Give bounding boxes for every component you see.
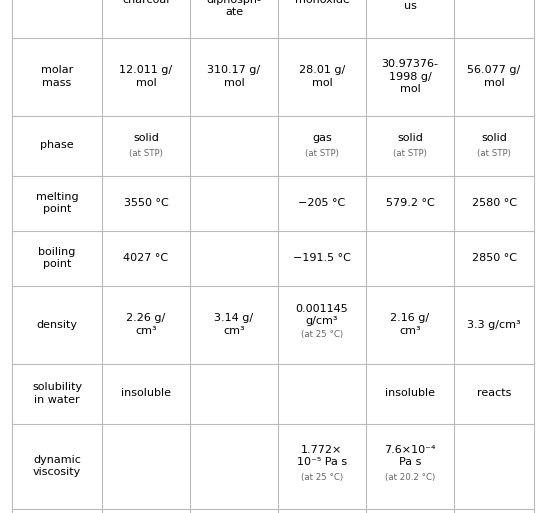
Text: dynamic
viscosity: dynamic viscosity bbox=[33, 455, 81, 477]
Text: 579.2 °C: 579.2 °C bbox=[385, 198, 435, 208]
Text: 30.97376-
1998 g/
mol: 30.97376- 1998 g/ mol bbox=[382, 59, 438, 94]
Text: 3.14 g/
cm³: 3.14 g/ cm³ bbox=[215, 313, 253, 336]
Text: boiling
point: boiling point bbox=[38, 247, 76, 269]
Text: reacts: reacts bbox=[477, 388, 511, 399]
Text: 7.6×10⁻⁴
Pa s: 7.6×10⁻⁴ Pa s bbox=[384, 445, 436, 467]
Text: 28.01 g/
mol: 28.01 g/ mol bbox=[299, 65, 345, 88]
Text: solid: solid bbox=[481, 133, 507, 143]
Text: carbon
monoxide: carbon monoxide bbox=[294, 0, 349, 5]
Text: 310.17 g/
mol: 310.17 g/ mol bbox=[207, 65, 260, 88]
Text: tricalcium

diphosph-
ate: tricalcium diphosph- ate bbox=[206, 0, 262, 17]
Text: (at 25 °C): (at 25 °C) bbox=[301, 330, 343, 339]
Text: melting
point: melting point bbox=[35, 192, 78, 214]
Text: 2850 °C: 2850 °C bbox=[472, 253, 517, 263]
Text: 0.001145
g/cm³: 0.001145 g/cm³ bbox=[295, 304, 348, 326]
Text: solid: solid bbox=[397, 133, 423, 143]
Text: 3550 °C: 3550 °C bbox=[123, 198, 168, 208]
Text: (at STP): (at STP) bbox=[477, 149, 511, 158]
Text: −191.5 °C: −191.5 °C bbox=[293, 253, 351, 263]
Text: 2580 °C: 2580 °C bbox=[472, 198, 517, 208]
Text: 12.011 g/
mol: 12.011 g/ mol bbox=[120, 65, 173, 88]
Text: (at 25 °C): (at 25 °C) bbox=[301, 472, 343, 482]
Text: phase: phase bbox=[40, 141, 74, 150]
Text: (at 20.2 °C): (at 20.2 °C) bbox=[385, 472, 435, 482]
Text: gas: gas bbox=[312, 133, 332, 143]
Text: red
phosphor-
us: red phosphor- us bbox=[382, 0, 438, 11]
Text: (at STP): (at STP) bbox=[393, 149, 427, 158]
Text: 3.3 g/cm³: 3.3 g/cm³ bbox=[467, 320, 521, 329]
Text: 2.26 g/
cm³: 2.26 g/ cm³ bbox=[126, 313, 165, 336]
Text: insoluble: insoluble bbox=[121, 388, 171, 399]
Text: 4027 °C: 4027 °C bbox=[123, 253, 169, 263]
Text: 1.772×
10⁻⁵ Pa s: 1.772× 10⁻⁵ Pa s bbox=[297, 445, 347, 467]
Text: 56.077 g/
mol: 56.077 g/ mol bbox=[467, 65, 521, 88]
Text: 2.16 g/
cm³: 2.16 g/ cm³ bbox=[390, 313, 430, 336]
Text: (at STP): (at STP) bbox=[129, 149, 163, 158]
Text: −205 °C: −205 °C bbox=[298, 198, 346, 208]
Text: (at STP): (at STP) bbox=[305, 149, 339, 158]
Text: density: density bbox=[37, 320, 78, 329]
Text: activated
charcoal: activated charcoal bbox=[120, 0, 172, 5]
Text: molar
mass: molar mass bbox=[41, 65, 73, 88]
Text: solid: solid bbox=[133, 133, 159, 143]
Text: solubility
in water: solubility in water bbox=[32, 382, 82, 405]
Text: insoluble: insoluble bbox=[385, 388, 435, 399]
